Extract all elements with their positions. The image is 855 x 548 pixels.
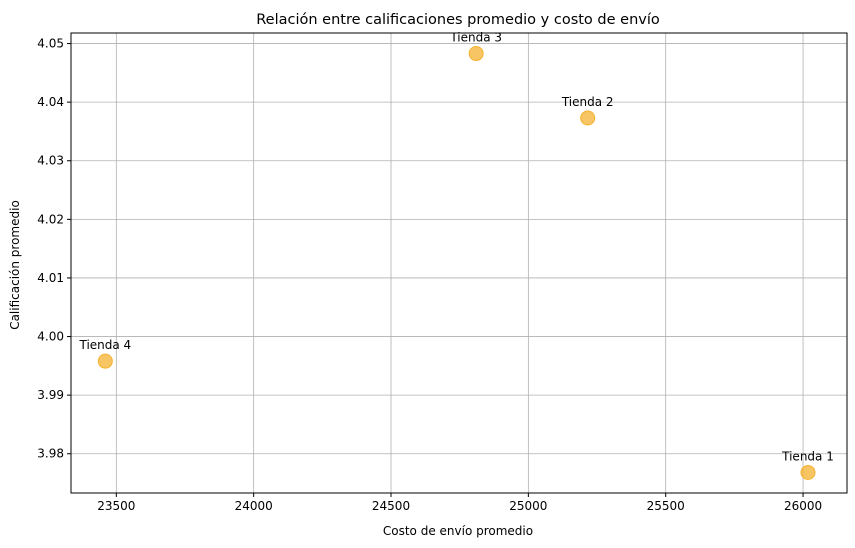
y-tick-label: 4.03 (37, 154, 64, 168)
y-tick-label: 4.00 (37, 330, 64, 344)
chart-title: Relación entre calificaciones promedio y… (256, 12, 660, 28)
data-point (580, 110, 596, 126)
point-label: Tienda 3 (449, 31, 502, 45)
x-tick-label: 26000 (784, 499, 822, 513)
point-label: Tienda 1 (781, 449, 834, 463)
x-tick-label: 25500 (647, 499, 685, 513)
data-points (97, 46, 816, 480)
x-axis-ticks: 23500 24000 24500 25000 25500 26000 (97, 493, 822, 513)
x-axis-label: Costo de envío promedio (383, 524, 533, 538)
data-point (97, 353, 113, 369)
y-tick-label: 4.04 (37, 95, 64, 109)
data-point (468, 46, 484, 62)
y-tick-label: 4.01 (37, 271, 64, 285)
plot-frame (70, 32, 848, 494)
point-labels: Tienda 1 Tienda 2 Tienda 3 Tienda 4 (78, 31, 833, 464)
y-axis-ticks: 3.98 3.99 4.00 4.01 4.02 4.03 4.04 4.05 (37, 37, 71, 461)
data-point (800, 464, 816, 480)
y-tick-label: 4.02 (37, 212, 64, 226)
y-tick-label: 3.99 (37, 388, 64, 402)
y-tick-label: 3.98 (37, 447, 64, 461)
x-tick-label: 23500 (97, 499, 135, 513)
y-axis-label: Calificación promedio (8, 200, 22, 330)
x-tick-label: 25000 (509, 499, 547, 513)
y-tick-label: 4.05 (37, 37, 64, 51)
point-label: Tienda 4 (78, 338, 131, 352)
x-tick-label: 24500 (372, 499, 410, 513)
point-label: Tienda 2 (561, 95, 614, 109)
grid (71, 33, 847, 493)
x-tick-label: 24000 (235, 499, 273, 513)
